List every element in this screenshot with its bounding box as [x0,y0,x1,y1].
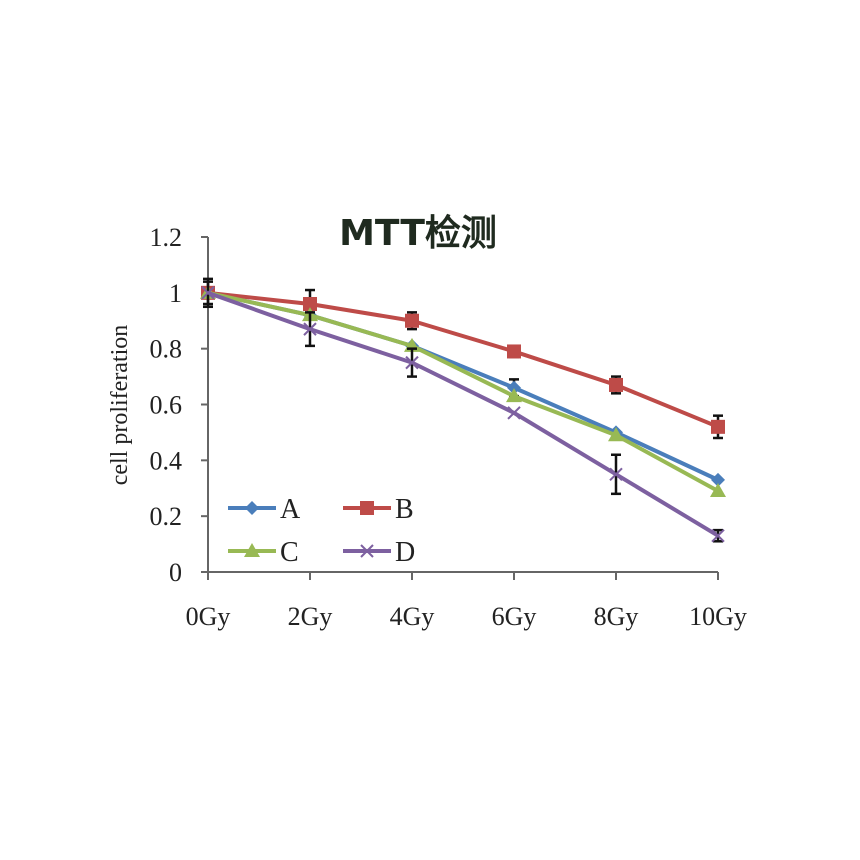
y-tick-label: 0.2 [150,502,183,531]
legend: A B C D [228,494,415,568]
legend-marker [360,501,374,515]
legend-label: C [280,537,299,568]
data-point [507,344,521,359]
data-point [609,377,623,392]
data-point [507,406,521,420]
data-point [303,297,317,311]
legend-item-C: C [228,537,299,568]
x-tick-label: 10Gy [689,602,747,631]
legend-marker [360,544,374,558]
legend-label: A [280,494,301,525]
y-axis-label: cell proliferation [107,325,133,486]
data-point [711,472,725,487]
series-line [207,290,720,538]
series-D [201,277,725,543]
x-tick-label: 4Gy [390,602,435,631]
series-line [207,290,719,429]
data-point [711,419,725,434]
legend-item-A: A [228,494,301,525]
data-point [711,529,725,543]
series-line [207,290,719,493]
data-point [506,388,522,403]
x-tick-label: 6Gy [492,602,537,631]
y-tick-label: 0.6 [150,391,183,420]
y-ticks: 0 0.2 0.4 0.6 0.8 1 1.2 [150,223,208,587]
series-group [200,277,726,543]
data-point [201,286,215,300]
y-tick-label: 1.2 [150,223,183,252]
series-B [201,280,725,440]
x-tick-label: 2Gy [288,602,333,631]
data-point [608,427,624,442]
y-tick-label: 1 [169,279,182,308]
legend-item-B: B [343,494,414,525]
data-point [609,467,623,481]
x-ticks: 0Gy 2Gy 4Gy 6Gy 8Gy 10Gy [186,572,747,631]
y-tick-label: 0.4 [150,446,183,475]
legend-marker [245,501,259,515]
legend-marker [244,543,260,557]
legend-label: B [395,494,414,525]
x-tick-label: 0Gy [186,602,231,631]
data-point [507,380,521,395]
y-tick-label: 0 [169,558,182,587]
data-point [710,483,726,498]
chart-title: MTT检测 [339,213,497,254]
x-tick-label: 8Gy [594,602,639,631]
data-point [303,322,317,336]
legend-item-D: D [343,537,415,568]
y-tick-label: 0.8 [150,335,183,364]
data-point [405,313,419,328]
legend-label: D [395,537,415,568]
data-point [405,355,419,370]
